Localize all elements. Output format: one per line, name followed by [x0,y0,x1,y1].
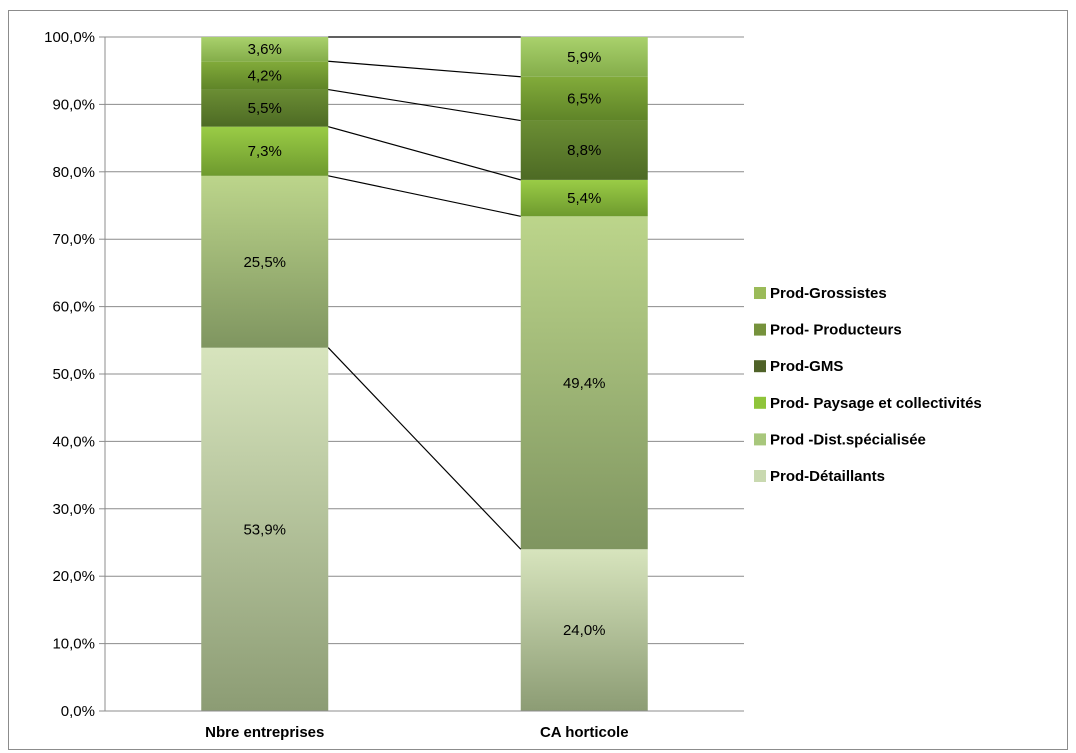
series-line [327,347,522,550]
legend-item[interactable]: Prod- Paysage et collectivités [754,395,982,412]
bar-segment[interactable] [201,126,329,176]
series-line [328,126,521,181]
bar-segment[interactable] [201,61,329,90]
chart-area: 53,9% 25,5% 7,3% 5,5% 4,2% 3,6% 24,0% 49,4% 5,4%… [8,10,1068,750]
legend-item[interactable]: Prod- Producteurs [754,322,902,339]
legend-label: Prod -Dist.spécialisée [770,431,926,448]
data-label: 4,2% [248,67,282,84]
legend-item[interactable]: Prod -Dist.spécialisée [754,431,926,448]
y-tick-label: 30,0% [52,501,95,518]
data-label: 8,8% [567,142,601,159]
bar-segment[interactable] [520,179,648,217]
data-labels: 53,9% 25,5% 7,3% 5,5% 4,2% 3,6% 24,0% 49,4% 5,4%… [243,41,605,639]
data-label: 24,0% [563,622,606,639]
y-tick-label: 20,0% [52,568,95,585]
legend-swatch [754,287,766,299]
legend-swatch [754,433,766,446]
bar-segment[interactable] [201,89,329,127]
x-category-label: Nbre entreprises [205,724,324,741]
bar-segment[interactable] [201,347,329,711]
bar-segment[interactable] [201,175,329,348]
y-tick-label: 0,0% [61,703,95,720]
bars [201,37,648,711]
data-label: 53,9% [243,521,286,538]
stacked-bar-chart: 53,9% 25,5% 7,3% 5,5% 4,2% 3,6% 24,0% 49,4% 5,4%… [44,29,982,741]
data-label: 49,4% [563,375,606,392]
y-tick-label: 50,0% [52,366,95,383]
axes: 0,0% 10,0% 20,0% 30,0% 40,0% 50,0% 60,0% 70,0% 8… [44,29,744,741]
x-category-label: CA horticole [540,724,629,741]
y-tick-label: 70,0% [52,231,95,248]
legend-swatch [754,396,766,409]
legend-item[interactable]: Prod-Grossistes [754,285,887,302]
legend-swatch [754,360,766,373]
data-label: 25,5% [243,254,286,271]
legend-swatch [754,323,766,336]
series-line [328,88,521,122]
legend-label: Prod-Détaillants [770,468,885,485]
data-label: 7,3% [248,143,282,160]
bar-segment[interactable] [520,549,648,711]
series-line [328,60,521,78]
legend-swatch [754,470,766,482]
legend-label: Prod- Paysage et collectivités [770,395,982,412]
bar-segment[interactable] [520,120,648,180]
series-lines [327,36,522,550]
y-tick-label: 40,0% [52,433,95,450]
bar-segment[interactable] [520,76,648,121]
data-label: 3,6% [248,41,282,58]
data-label: 5,4% [567,190,601,207]
y-tick-label: 80,0% [52,164,95,181]
bar-segment[interactable] [201,37,329,62]
gridlines [105,36,744,712]
data-label: 6,5% [567,91,601,108]
y-tick-label: 90,0% [52,96,95,113]
legend-label: Prod-Grossistes [770,285,887,302]
data-label: 5,9% [567,49,601,66]
legend-item[interactable]: Prod-Détaillants [754,468,885,485]
data-label: 5,5% [248,100,282,117]
legend-label: Prod- Producteurs [770,322,902,339]
y-tick-label: 100,0% [44,29,95,46]
bar-segment[interactable] [520,216,648,550]
legend-item[interactable]: Prod-GMS [754,358,843,375]
legend-label: Prod-GMS [770,358,843,375]
bar-segment[interactable] [520,37,648,77]
y-tick-label: 10,0% [52,636,95,653]
y-tick-label: 60,0% [52,299,95,316]
series-line [328,175,521,217]
legend[interactable]: Prod-Grossistes Prod- Producteurs Prod-GMS… [754,285,982,485]
